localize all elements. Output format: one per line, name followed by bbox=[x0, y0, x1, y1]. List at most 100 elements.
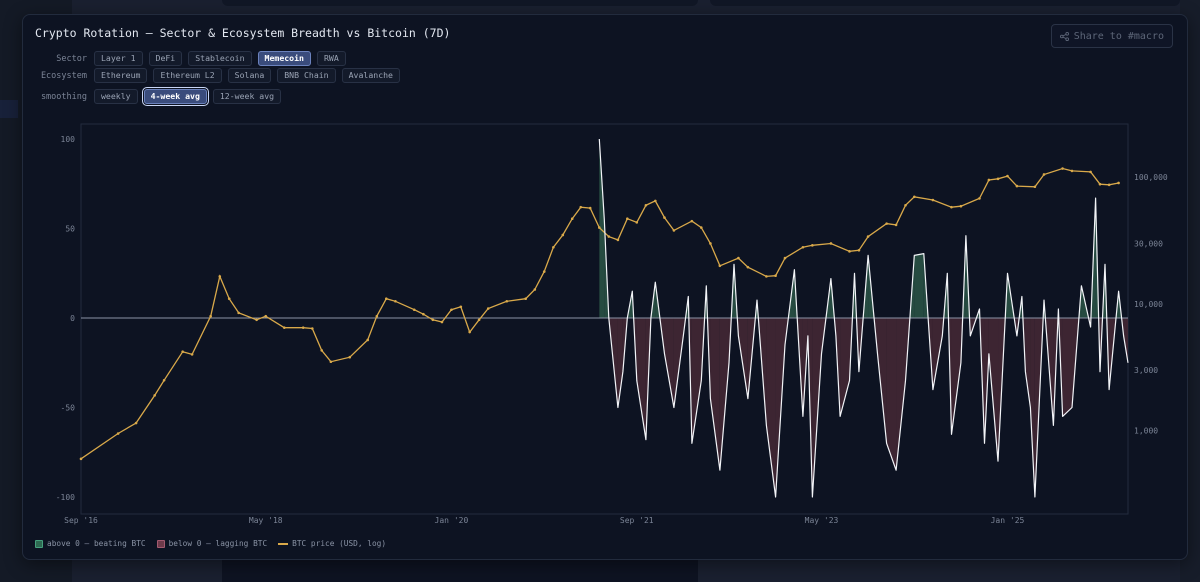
y-left-tick-label: -100 bbox=[56, 493, 75, 502]
btc-price-point bbox=[690, 219, 694, 223]
btc-price-point bbox=[1033, 185, 1037, 189]
chart-panel: Crypto Rotation — Sector & Ecosystem Bre… bbox=[22, 14, 1188, 560]
btc-price-point bbox=[783, 256, 787, 260]
legend-below: below 0 — lagging BTC bbox=[156, 539, 268, 548]
btc-price-point bbox=[672, 229, 676, 232]
btc-price-point bbox=[1070, 169, 1074, 173]
x-tick-label: May '18 bbox=[249, 516, 283, 525]
ecosystem-chip-ethereum-l2[interactable]: Ethereum L2 bbox=[153, 68, 222, 83]
sector-chip-defi[interactable]: DeFi bbox=[148, 51, 183, 66]
btc-price-point bbox=[255, 318, 258, 322]
btc-price-point bbox=[227, 297, 231, 300]
sector-label: Sector bbox=[56, 53, 87, 64]
chart-title: Crypto Rotation — Sector & Ecosystem Bre… bbox=[35, 26, 451, 40]
legend-btc: BTC price (USD, log) bbox=[278, 539, 386, 548]
background-sidebar-tab bbox=[0, 100, 18, 118]
btc-price-point bbox=[542, 270, 546, 273]
ecosystem-chip-ethereum[interactable]: Ethereum bbox=[94, 68, 148, 83]
btc-price-point bbox=[626, 217, 629, 221]
btc-price-point bbox=[857, 248, 861, 252]
btc-price-point bbox=[153, 394, 156, 397]
btc-price-point bbox=[654, 199, 657, 203]
below-fill bbox=[1030, 318, 1035, 497]
btc-price-point bbox=[1006, 174, 1009, 178]
background-card-top-left bbox=[222, 0, 698, 6]
below-fill bbox=[1062, 318, 1072, 417]
btc-price-point bbox=[978, 197, 981, 200]
x-tick-label: Sep '21 bbox=[620, 516, 654, 525]
btc-price-point bbox=[746, 265, 750, 269]
x-tick-label: Jan '25 bbox=[991, 516, 1025, 525]
smoothing-chip-4-week-avg[interactable]: 4-week avg bbox=[141, 87, 209, 106]
btc-price-point bbox=[579, 205, 583, 209]
legend-btc-label: BTC price (USD, log) bbox=[292, 539, 387, 548]
btc-price-point bbox=[237, 311, 240, 315]
below-fill bbox=[766, 318, 776, 497]
ecosystem-chip-bnb-chain[interactable]: BNB Chain bbox=[277, 68, 336, 83]
btc-price-point bbox=[607, 235, 611, 238]
legend-below-label: below 0 — lagging BTC bbox=[168, 539, 268, 548]
above-fill bbox=[914, 253, 924, 318]
background-card-bottom bbox=[222, 556, 698, 582]
above-fill bbox=[1043, 300, 1046, 318]
below-fill bbox=[691, 318, 702, 444]
below-fill bbox=[840, 318, 850, 417]
btc-price-point bbox=[1089, 170, 1092, 174]
btc-price-point bbox=[644, 203, 648, 207]
btc-price-point bbox=[1061, 167, 1064, 170]
btc-price-point bbox=[1117, 181, 1120, 185]
sector-chip-layer-1[interactable]: Layer 1 bbox=[94, 51, 143, 66]
ecosystem-chip-avalanche[interactable]: Avalanche bbox=[341, 68, 400, 83]
smoothing-chip-12-week-avg[interactable]: 12-week avg bbox=[212, 89, 282, 104]
btc-price-point bbox=[663, 216, 666, 219]
btc-price-point bbox=[866, 235, 870, 238]
sector-chip-memecoin[interactable]: Memecoin bbox=[257, 51, 311, 66]
below-fill bbox=[617, 318, 623, 408]
share-icon bbox=[1059, 31, 1069, 41]
y-left-tick-label: 0 bbox=[70, 314, 75, 323]
smoothing-filter-row: smoothing weekly 4-week avg 12-week avg bbox=[23, 87, 287, 106]
chart-legend: above 0 — beating BTC below 0 — lagging … bbox=[35, 539, 386, 548]
y-right-tick-label: 30,000 bbox=[1134, 239, 1163, 248]
below-fill bbox=[710, 318, 720, 471]
btc-price-point bbox=[894, 223, 898, 227]
btc-price-point bbox=[561, 233, 565, 237]
btc-price-point bbox=[486, 307, 490, 310]
btc-price-point bbox=[718, 264, 722, 268]
below-fill bbox=[738, 318, 748, 399]
btc-price-point bbox=[366, 338, 370, 342]
btc-price-point bbox=[1042, 173, 1046, 176]
btc-price-point bbox=[394, 299, 397, 303]
btc-price-point bbox=[431, 318, 435, 322]
below-fill bbox=[664, 318, 674, 408]
btc-price-point bbox=[950, 205, 953, 209]
legend-below-swatch bbox=[156, 539, 165, 548]
y-left-tick-label: 50 bbox=[65, 225, 75, 234]
x-tick-label: Sep '16 bbox=[64, 516, 98, 525]
btc-price-point bbox=[570, 217, 574, 221]
btc-price-point bbox=[412, 308, 416, 312]
btc-price-point bbox=[524, 297, 527, 300]
btc-price-point bbox=[709, 242, 712, 245]
btc-price-point bbox=[440, 320, 444, 324]
btc-price-point bbox=[699, 226, 703, 229]
btc-price-point bbox=[801, 245, 805, 249]
share-button[interactable]: Share to #macro bbox=[1050, 24, 1173, 48]
btc-price-point bbox=[264, 314, 268, 318]
btc-price-point bbox=[459, 305, 463, 309]
btc-price-point bbox=[162, 378, 166, 382]
below-fill bbox=[1034, 318, 1044, 497]
below-fill bbox=[636, 318, 646, 440]
breadth-chart: 100 50 0 -50 -100 100,000 30,000 10,000 3,000 1,0… bbox=[56, 123, 1168, 525]
btc-price-point bbox=[931, 198, 935, 202]
btc-price-point bbox=[218, 275, 222, 278]
btc-price-point bbox=[885, 222, 888, 225]
smoothing-chip-weekly[interactable]: weekly bbox=[94, 89, 138, 104]
btc-price-point bbox=[116, 432, 120, 435]
btc-price-point bbox=[311, 327, 314, 330]
ecosystem-chip-solana[interactable]: Solana bbox=[227, 68, 272, 83]
sector-chip-stablecoin[interactable]: Stablecoin bbox=[188, 51, 252, 66]
btc-price-point bbox=[996, 177, 1000, 181]
btc-price-point bbox=[552, 245, 555, 249]
sector-chip-rwa[interactable]: RWA bbox=[316, 51, 346, 66]
